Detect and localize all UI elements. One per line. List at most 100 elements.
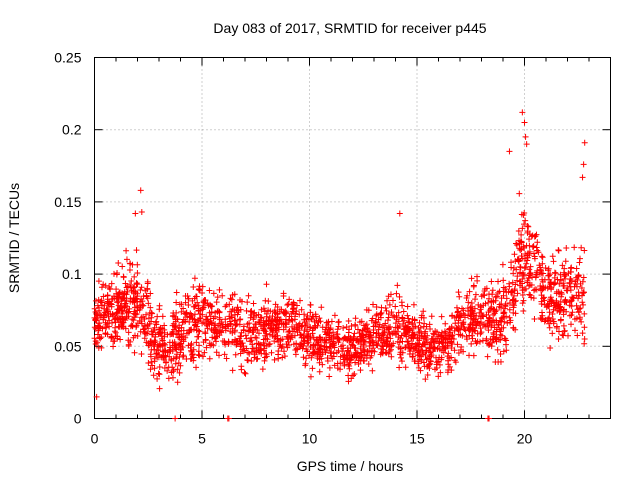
data-point: [465, 299, 472, 306]
data-point: [354, 336, 361, 343]
data-point: [131, 349, 138, 356]
data-point: [478, 293, 485, 300]
data-point: [527, 269, 534, 276]
data-point: [488, 278, 495, 285]
data-point: [555, 336, 562, 343]
data-point: [351, 353, 358, 360]
data-point: [179, 344, 186, 351]
y-axis-ticks: 0 0.05 0.1 0.15 0.2 0.25: [54, 50, 611, 427]
data-point: [386, 301, 393, 308]
data-point: [490, 336, 497, 343]
data-point: [140, 326, 147, 333]
data-point: [488, 343, 495, 350]
data-point: [337, 366, 344, 373]
data-point: [337, 353, 344, 360]
data-point: [95, 278, 102, 285]
data-point: [92, 309, 99, 316]
data-point: [166, 344, 173, 351]
data-point: [500, 348, 507, 355]
data-point: [575, 289, 582, 296]
data-point: [199, 353, 206, 360]
data-point: [519, 287, 526, 294]
data-point: [505, 288, 512, 295]
data-point: [169, 374, 176, 381]
data-point: [504, 320, 511, 327]
data-point: [189, 315, 196, 322]
data-point: [539, 286, 546, 293]
data-point: [307, 324, 314, 331]
data-point: [489, 287, 496, 294]
data-point: [113, 271, 120, 278]
data-point: [289, 317, 296, 324]
data-point: [260, 347, 267, 354]
data-point: [245, 292, 252, 299]
data-point: [444, 342, 451, 349]
data-point: [91, 324, 98, 331]
data-point: [219, 324, 226, 331]
data-point: [263, 281, 270, 288]
data-point: [546, 320, 553, 327]
data-point: [431, 331, 438, 338]
data-point: [120, 273, 127, 280]
data-point: [521, 265, 528, 272]
data-point: [446, 333, 453, 340]
data-point: [519, 280, 526, 287]
data-point: [451, 347, 458, 354]
data-point: [379, 330, 386, 337]
data-point: [357, 367, 364, 374]
data-point: [480, 291, 487, 298]
data-point: [222, 316, 229, 323]
data-point: [275, 355, 282, 362]
data-point: [119, 320, 126, 327]
data-point: [445, 361, 452, 368]
x-tick-label: 20: [517, 431, 533, 447]
data-point: [223, 301, 230, 308]
data-point: [233, 321, 240, 328]
data-point: [511, 292, 518, 299]
data-point: [334, 335, 341, 342]
data-point: [427, 357, 434, 364]
data-point: [249, 345, 256, 352]
data-point: [280, 290, 287, 297]
data-point: [169, 364, 176, 371]
data-point: [195, 351, 202, 358]
data-point: [538, 253, 545, 260]
data-point: [240, 323, 247, 330]
data-point: [422, 328, 429, 335]
data-point: [199, 311, 206, 318]
data-point: [472, 296, 479, 303]
data-point: [516, 241, 523, 248]
data-point: [106, 285, 113, 292]
data-point: [352, 359, 359, 366]
data-point: [427, 339, 434, 346]
data-point: [385, 326, 392, 333]
data-point: [189, 297, 196, 304]
data-point: [337, 360, 344, 367]
data-point: [372, 322, 379, 329]
data-point: [267, 308, 274, 315]
data-point: [575, 295, 582, 302]
data-point: [482, 300, 489, 307]
data-point: [187, 326, 194, 333]
data-point: [568, 321, 575, 328]
data-point: [421, 363, 428, 370]
data-point: [461, 311, 468, 318]
data-point: [133, 323, 140, 330]
data-point: [418, 314, 425, 321]
data-point: [556, 280, 563, 287]
data-point: [127, 260, 134, 267]
data-point: [351, 330, 358, 337]
data-point: [433, 359, 440, 366]
data-point: [563, 245, 570, 252]
data-point: [361, 357, 368, 364]
data-point: [373, 312, 380, 319]
data-point: [369, 315, 376, 322]
data-point: [188, 340, 195, 347]
data-point: [279, 354, 286, 361]
data-point: [469, 335, 476, 342]
data-point: [484, 317, 491, 324]
data-point: [382, 349, 389, 356]
data-point: [125, 329, 132, 336]
data-point: [420, 308, 427, 315]
data-point: [507, 317, 514, 324]
